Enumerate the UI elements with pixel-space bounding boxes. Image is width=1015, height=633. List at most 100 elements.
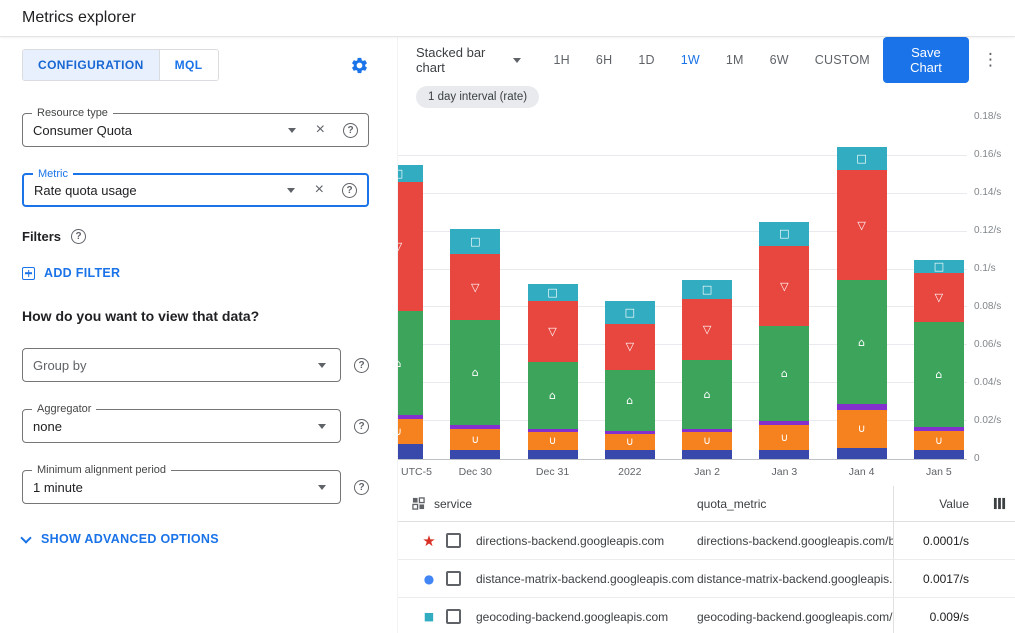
bar-segment-red[interactable]: ▽ <box>682 299 733 361</box>
help-icon[interactable]: ? <box>354 357 369 373</box>
tab-configuration[interactable]: CONFIGURATION <box>23 50 159 80</box>
stacked-bar-2[interactable]: ∪ ⌂ ▽ □ <box>527 284 578 459</box>
bar-segment-red[interactable]: ▽ <box>604 324 655 370</box>
bar-segment-purple[interactable] <box>450 424 501 429</box>
bar-segment-orange[interactable]: ∪ <box>759 424 810 450</box>
range-1d[interactable]: 1D <box>625 47 667 73</box>
bar-segment-dark-blue[interactable] <box>759 449 810 459</box>
bar-segment-purple[interactable] <box>604 430 655 435</box>
bar-segment-orange[interactable]: ∪ <box>913 430 964 450</box>
help-icon[interactable]: ? <box>354 418 369 434</box>
bar-segment-teal[interactable]: □ <box>759 221 810 247</box>
bar-segment-red[interactable]: ▽ <box>759 246 810 327</box>
bar-segment-red[interactable]: ▽ <box>398 181 423 311</box>
bar-segment-red[interactable]: ▽ <box>836 170 887 281</box>
dropdown-caret-icon[interactable] <box>318 362 326 368</box>
bar-segment-purple[interactable] <box>759 421 810 425</box>
bar-segment-green[interactable]: ⌂ <box>450 320 501 425</box>
bar-segment-teal[interactable]: □ <box>398 164 423 182</box>
range-1w[interactable]: 1W <box>668 47 713 73</box>
bar-segment-red[interactable]: ▽ <box>527 301 578 363</box>
dropdown-caret-icon[interactable] <box>318 423 326 429</box>
settings-gear-icon[interactable] <box>350 56 369 75</box>
bar-segment-dark-blue[interactable] <box>682 449 733 459</box>
help-icon[interactable]: ? <box>343 122 358 138</box>
bar-segment-green[interactable]: ⌂ <box>398 310 423 416</box>
tab-mql[interactable]: MQL <box>158 50 218 80</box>
column-header-value[interactable]: Value <box>893 486 983 521</box>
stacked-bar-5[interactable]: ∪ ⌂ ▽ □ <box>759 221 810 459</box>
alignment-period-select[interactable]: Minimum alignment period 1 minute <box>22 464 341 504</box>
column-grid-icon[interactable] <box>412 497 425 510</box>
stacked-bar-7[interactable]: ∪ ⌂ ▽ □ <box>913 259 964 459</box>
range-custom[interactable]: CUSTOM <box>802 47 883 73</box>
bar-segment-orange[interactable]: ∪ <box>527 432 578 450</box>
bar-segment-teal[interactable]: □ <box>682 280 733 300</box>
bar-segment-dark-blue[interactable] <box>527 449 578 459</box>
bar-segment-dark-blue[interactable] <box>836 447 887 459</box>
stacked-bar-3[interactable]: ∪ ⌂ ▽ □ <box>604 301 655 459</box>
range-1m[interactable]: 1M <box>713 47 757 73</box>
bar-segment-orange[interactable]: ∪ <box>450 428 501 450</box>
stacked-bar-4[interactable]: ∪ ⌂ ▽ □ <box>682 280 733 459</box>
bar-segment-orange[interactable]: ∪ <box>836 409 887 448</box>
bar-segment-green[interactable]: ⌂ <box>759 326 810 422</box>
bar-segment-green[interactable]: ⌂ <box>682 360 733 429</box>
help-icon[interactable]: ? <box>354 479 369 495</box>
row-checkbox[interactable] <box>446 533 461 548</box>
range-6w[interactable]: 6W <box>757 47 802 73</box>
bar-segment-dark-blue[interactable] <box>604 449 655 459</box>
stacked-bar-0[interactable]: ∪ ⌂ ▽ □ <box>398 164 423 459</box>
bar-segment-dark-blue[interactable] <box>398 443 423 459</box>
bar-segment-green[interactable]: ⌂ <box>604 369 655 431</box>
interval-chip[interactable]: 1 day interval (rate) <box>416 86 540 108</box>
bar-segment-green[interactable]: ⌂ <box>836 280 887 404</box>
bar-segment-teal[interactable]: □ <box>450 229 501 254</box>
bar-segment-teal[interactable]: □ <box>527 284 578 302</box>
stacked-bar-6[interactable]: ∪ ⌂ ▽ □ <box>836 147 887 459</box>
row-checkbox[interactable] <box>446 571 461 586</box>
bar-segment-purple[interactable] <box>527 428 578 433</box>
more-options-icon[interactable]: ⋮ <box>982 50 999 70</box>
group-by-select[interactable]: Group by <box>22 348 341 382</box>
bar-segment-teal[interactable]: □ <box>913 259 964 273</box>
save-chart-button[interactable]: Save Chart <box>882 37 969 83</box>
table-row[interactable]: ■ geocoding-backend.googleapis.com geoco… <box>398 598 1015 633</box>
bar-segment-purple[interactable] <box>836 403 887 410</box>
table-row[interactable]: ● distance-matrix-backend.googleapis.com… <box>398 560 1015 598</box>
bar-segment-orange[interactable]: ∪ <box>398 419 423 444</box>
column-picker-icon[interactable] <box>983 497 1015 510</box>
resource-type-select[interactable]: Resource type Consumer Quota × ? <box>22 107 369 147</box>
bar-segment-red[interactable]: ▽ <box>450 253 501 321</box>
bar-segment-orange[interactable]: ∪ <box>682 432 733 450</box>
aggregator-select[interactable]: Aggregator none <box>22 403 341 443</box>
bar-segment-green[interactable]: ⌂ <box>527 362 578 429</box>
dropdown-caret-icon[interactable] <box>286 187 295 193</box>
range-6h[interactable]: 6H <box>583 47 625 73</box>
metric-select[interactable]: Metric Rate quota usage × ? <box>22 168 369 207</box>
range-1h[interactable]: 1H <box>541 47 583 73</box>
stacked-bar-1[interactable]: ∪ ⌂ ▽ □ <box>450 229 501 459</box>
clear-icon[interactable]: × <box>315 121 325 138</box>
column-header-service[interactable]: service <box>434 496 473 511</box>
bar-segment-dark-blue[interactable] <box>450 449 501 459</box>
bar-segment-teal[interactable]: □ <box>836 147 887 171</box>
bar-segment-purple[interactable] <box>682 428 733 433</box>
clear-icon[interactable]: × <box>314 181 324 198</box>
bar-segment-orange[interactable]: ∪ <box>604 434 655 450</box>
row-checkbox[interactable] <box>446 609 461 624</box>
bar-segment-green[interactable]: ⌂ <box>913 322 964 427</box>
help-icon[interactable]: ? <box>71 229 87 244</box>
chart-type-dropdown[interactable]: Stacked bar chart <box>416 45 525 75</box>
add-filter-button[interactable]: ADD FILTER <box>22 266 369 280</box>
show-advanced-options-button[interactable]: SHOW ADVANCED OPTIONS <box>20 531 369 546</box>
bar-segment-dark-blue[interactable] <box>913 449 964 459</box>
dropdown-caret-icon[interactable] <box>318 484 326 490</box>
bar-segment-purple[interactable] <box>398 415 423 420</box>
bar-segment-teal[interactable]: □ <box>604 301 655 325</box>
help-icon[interactable]: ? <box>342 182 357 198</box>
column-header-quota-metric[interactable]: quota_metric <box>697 496 767 511</box>
dropdown-caret-icon[interactable] <box>287 127 296 133</box>
bar-segment-red[interactable]: ▽ <box>913 272 964 323</box>
bar-segment-purple[interactable] <box>913 426 964 431</box>
